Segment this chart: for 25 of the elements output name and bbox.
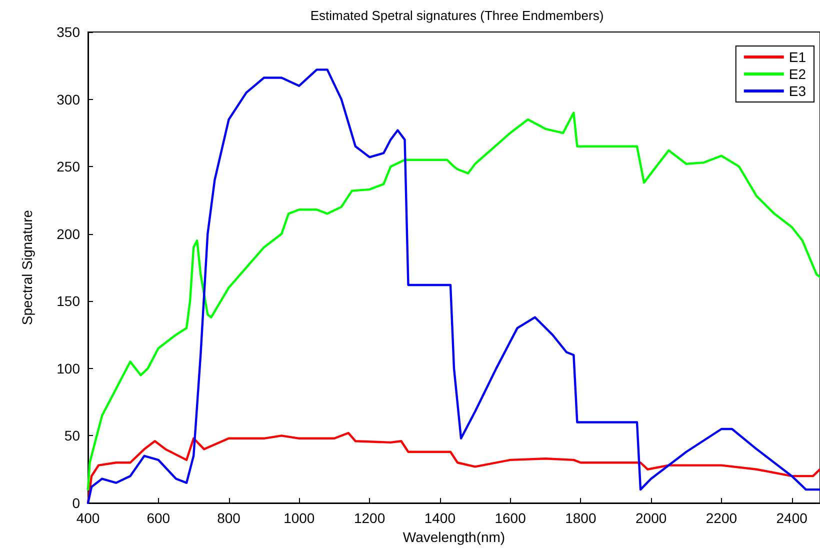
legend-label: E3 <box>788 83 806 99</box>
y-tick-label: 250 <box>56 158 80 175</box>
x-axis-title: Wavelength(nm) <box>402 528 506 545</box>
y-tick-label: 200 <box>56 226 80 242</box>
x-tick-label: 2400 <box>776 510 808 526</box>
legend-label: E2 <box>788 66 806 82</box>
x-tick-label: 1000 <box>284 510 315 526</box>
y-tick-label: 150 <box>56 293 80 310</box>
y-axis-title: Spectral Signature <box>19 210 35 326</box>
x-tick-label: 2200 <box>706 510 738 526</box>
x-tick-label: 2000 <box>636 510 667 526</box>
y-tick-label: 300 <box>56 91 80 108</box>
x-tick-label: 800 <box>217 510 241 526</box>
x-tick-label: 600 <box>146 510 170 526</box>
y-tick-label: 0 <box>72 495 80 511</box>
chart-title: Estimated Spetral signatures (Three Endmembers) <box>310 8 604 23</box>
x-tick-label: 1600 <box>494 510 526 526</box>
x-tick-label: 1800 <box>565 510 596 526</box>
x-tick-label: 1200 <box>354 510 386 526</box>
legend-label: E1 <box>788 49 806 65</box>
y-tick-label: 350 <box>56 24 80 40</box>
x-tick-label: 400 <box>76 510 100 526</box>
y-tick-label: 100 <box>56 360 80 376</box>
y-tick-label: 50 <box>64 428 80 444</box>
x-tick-label: 1400 <box>424 510 456 526</box>
